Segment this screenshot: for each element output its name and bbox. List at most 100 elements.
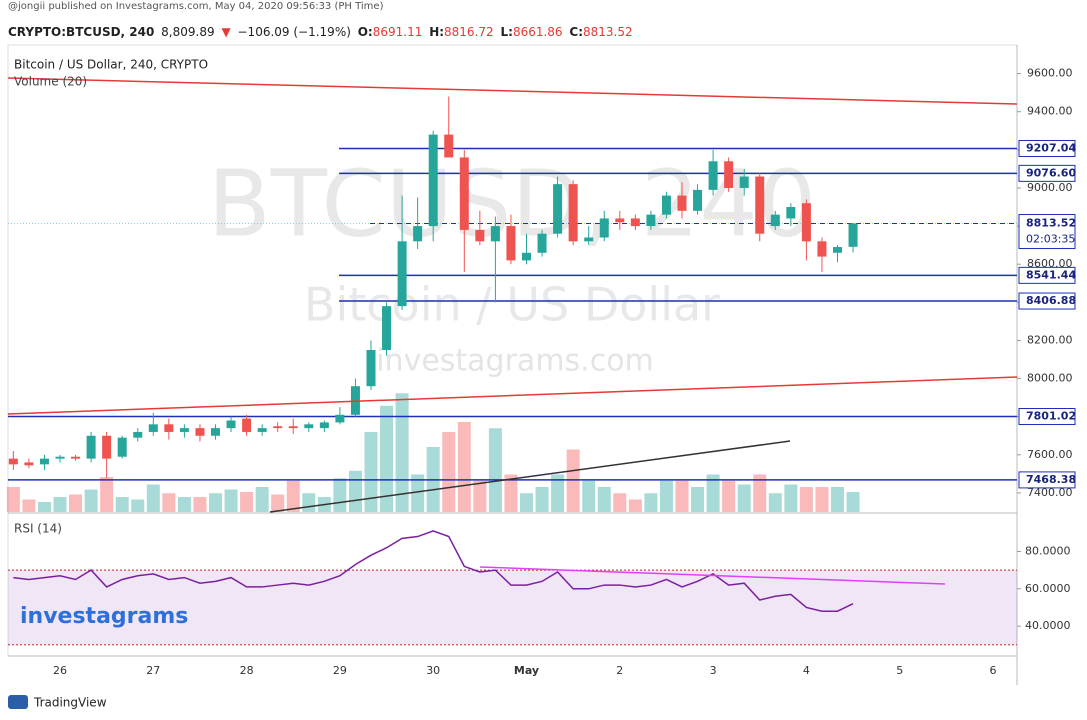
candle-body [537, 233, 547, 253]
y-tick-label: 9000.00 [1027, 181, 1073, 194]
candle-body [350, 386, 360, 415]
candle-body [273, 426, 283, 429]
candle-body [257, 428, 267, 432]
candle-body [615, 218, 625, 223]
candle-body [724, 161, 734, 188]
volume-bar [177, 497, 191, 512]
volume-bar [348, 470, 362, 512]
volume-bar [473, 480, 487, 512]
h-label: H: [429, 25, 445, 39]
x-tick-label: 2 [616, 664, 623, 677]
volume-bar [271, 494, 285, 512]
candle-body [117, 437, 127, 457]
volume-bar [597, 487, 611, 512]
x-tick-label: 27 [146, 664, 160, 677]
candle-body [661, 195, 671, 215]
volume-bar [209, 493, 222, 512]
x-tick-label: May [514, 664, 539, 677]
candle-body [86, 435, 96, 459]
candle-body [8, 458, 18, 465]
volume-bar [737, 484, 751, 512]
level-label: 9207.04 [1026, 141, 1076, 154]
volume-bar [395, 393, 409, 512]
candle-body [428, 134, 438, 227]
volume-bar [566, 449, 580, 512]
candle-body [693, 189, 703, 211]
volume-bar [706, 474, 720, 512]
y-tick-label: 9600.00 [1027, 67, 1073, 80]
volume-bar [131, 499, 145, 512]
volume-bar [380, 405, 394, 512]
logo: investagrams [20, 604, 188, 629]
volume-bar [520, 493, 533, 512]
level-label-box [1018, 139, 1076, 157]
candle-body [848, 223, 858, 247]
candle-body [708, 161, 718, 190]
volume-bar [411, 474, 425, 512]
candle-body [568, 184, 578, 242]
candle-body [630, 218, 640, 227]
candle-body [164, 424, 174, 432]
l-value: 8661.86 [512, 25, 563, 39]
volume-bar [628, 499, 642, 512]
candle-body [584, 237, 594, 242]
x-tick-label: 26 [53, 664, 67, 677]
volume-bar [457, 422, 471, 512]
volume-bar [364, 432, 378, 512]
volume-bar [100, 477, 114, 512]
candle-body [366, 349, 376, 387]
candle-body [335, 414, 345, 423]
level-label-box [1018, 407, 1076, 425]
plot: 7400.007600.007800.008000.008200.008400.… [6, 67, 1076, 677]
level-label: 8406.88 [1026, 294, 1076, 307]
level-label: 7468.38 [1026, 473, 1076, 486]
volume-bar [286, 480, 300, 512]
trendline [269, 440, 791, 513]
current-price-label: 8813.52 [1026, 217, 1076, 230]
volume-bar [6, 487, 20, 512]
volume-bar [53, 497, 67, 512]
volume-bar [644, 493, 658, 512]
candle-body [444, 134, 454, 158]
footer: TradingView [33, 696, 107, 710]
y-tick-label: 7600.00 [1027, 448, 1073, 461]
o-label: O: [357, 25, 373, 39]
o-value: 8691.11 [372, 25, 423, 39]
candle-body [397, 241, 407, 307]
candle-body [382, 306, 392, 350]
volume-bar [659, 480, 673, 512]
volume-bar [831, 487, 844, 512]
volume-bar [84, 489, 98, 512]
volume-bar [846, 492, 860, 512]
volume-bar [768, 493, 782, 512]
c-value: 8813.52 [583, 25, 633, 39]
volume-bar [504, 474, 518, 512]
candle-body [522, 252, 531, 261]
level-label-box [1018, 164, 1076, 182]
volume-bar [240, 492, 254, 512]
candle-body [319, 422, 329, 429]
candle-body [553, 184, 563, 234]
volume-bar [146, 484, 160, 512]
current-price-box [1018, 214, 1076, 250]
candle-body [304, 424, 314, 429]
c-label: C: [569, 25, 583, 39]
volume-bar [224, 489, 238, 512]
y-tick-label: 8200.00 [1027, 333, 1073, 346]
candle-body [833, 247, 842, 253]
chart-title: Bitcoin / US Dollar, 240, CRYPTO [14, 58, 208, 72]
candle-body [490, 226, 500, 242]
watermark-site: investagrams.com [376, 344, 654, 379]
volume-bar [753, 474, 767, 512]
candle-body [242, 418, 252, 432]
candle-body [148, 424, 158, 432]
candle-body [102, 435, 112, 459]
volume-bar [302, 493, 316, 512]
h-value: 8816.72 [444, 25, 494, 39]
y-tick-label: 7400.00 [1027, 486, 1073, 499]
candle-body [179, 428, 189, 432]
change: −106.09 (−1.19%) [237, 25, 351, 39]
volume-bar [193, 497, 207, 512]
